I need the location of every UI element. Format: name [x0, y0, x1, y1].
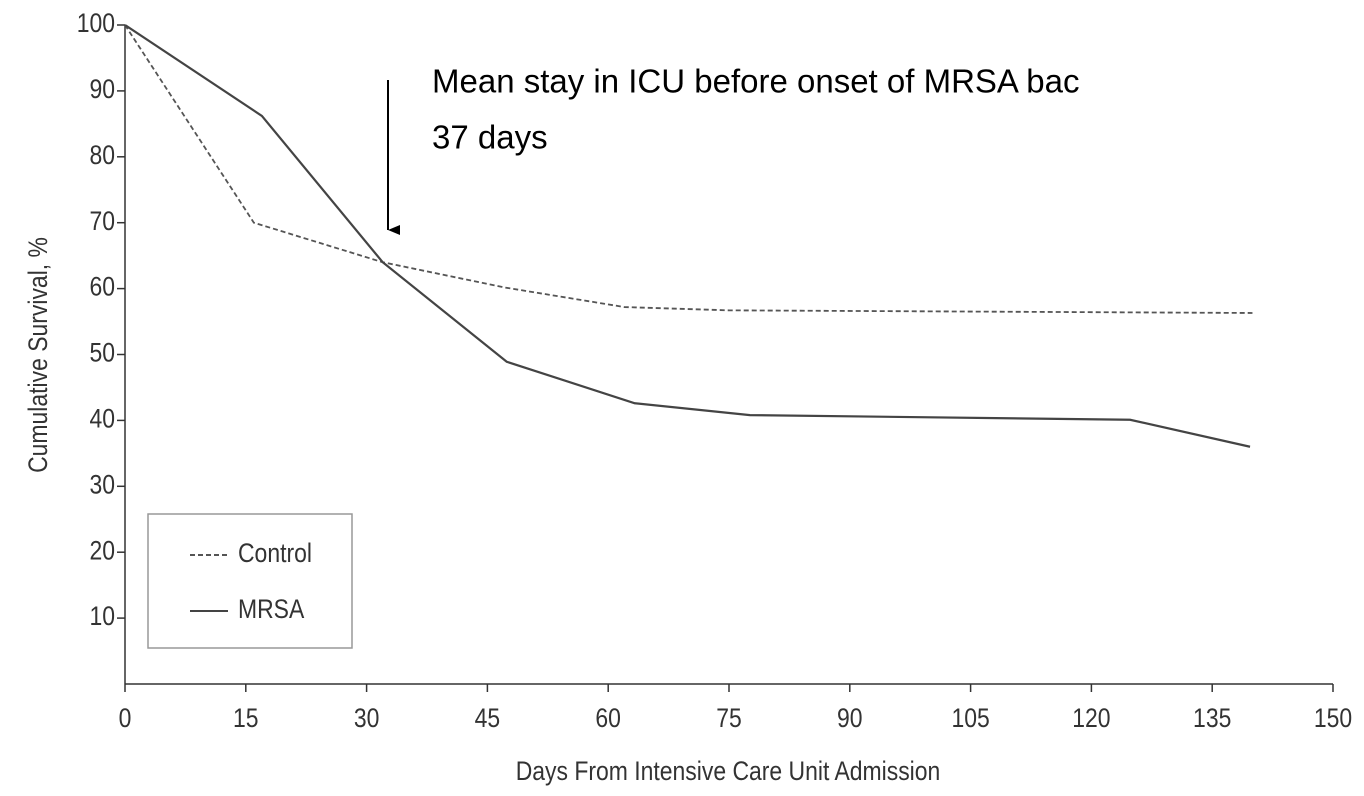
series-line [124, 24, 1253, 314]
y-tick-label: 90 [89, 74, 115, 104]
y-tick-label: 50 [89, 338, 115, 368]
legend-box [147, 513, 353, 649]
x-tick-label: 45 [475, 703, 501, 733]
y-tick-label: 70 [89, 206, 115, 236]
y-axis-label: Cumulative Survival, % [23, 237, 53, 473]
x-tick-label: 60 [595, 703, 621, 733]
legend-label: MRSA [238, 594, 305, 624]
series-line [124, 24, 1251, 448]
y-tick-label: 60 [89, 272, 115, 302]
annotation: Mean stay in ICU before onset of MRSA ba… [432, 63, 1079, 100]
y-tick-label: 40 [89, 404, 115, 434]
annotation: 37 days [432, 119, 548, 156]
legend-label: Control [238, 538, 312, 568]
y-tick-label: 20 [89, 536, 115, 566]
x-tick-label: 150 [1314, 703, 1352, 733]
y-tick-label: 10 [89, 602, 115, 632]
y-tick-label: 30 [89, 470, 115, 500]
y-tick-label: 100 [77, 8, 115, 38]
x-tick-label: 15 [233, 703, 259, 733]
x-axis-label: Days From Intensive Care Unit Admission [516, 756, 941, 786]
y-tick-label: 80 [89, 140, 115, 170]
x-tick-label: 0 [119, 703, 132, 733]
x-tick-label: 30 [354, 703, 380, 733]
x-tick-label: 135 [1193, 703, 1231, 733]
x-tick-label: 120 [1072, 703, 1110, 733]
x-tick-label: 90 [837, 703, 863, 733]
x-tick-label: 75 [716, 703, 742, 733]
x-tick-label: 105 [951, 703, 989, 733]
